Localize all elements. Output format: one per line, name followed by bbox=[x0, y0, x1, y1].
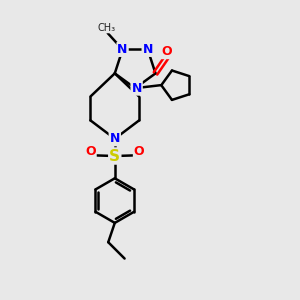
Text: CH₃: CH₃ bbox=[97, 23, 115, 33]
Text: N: N bbox=[117, 43, 128, 56]
Text: O: O bbox=[161, 45, 172, 58]
Text: O: O bbox=[85, 146, 96, 158]
Text: O: O bbox=[134, 146, 145, 158]
Text: S: S bbox=[109, 148, 120, 164]
Text: N: N bbox=[110, 132, 120, 145]
Text: N: N bbox=[131, 82, 142, 95]
Text: N: N bbox=[142, 43, 153, 56]
